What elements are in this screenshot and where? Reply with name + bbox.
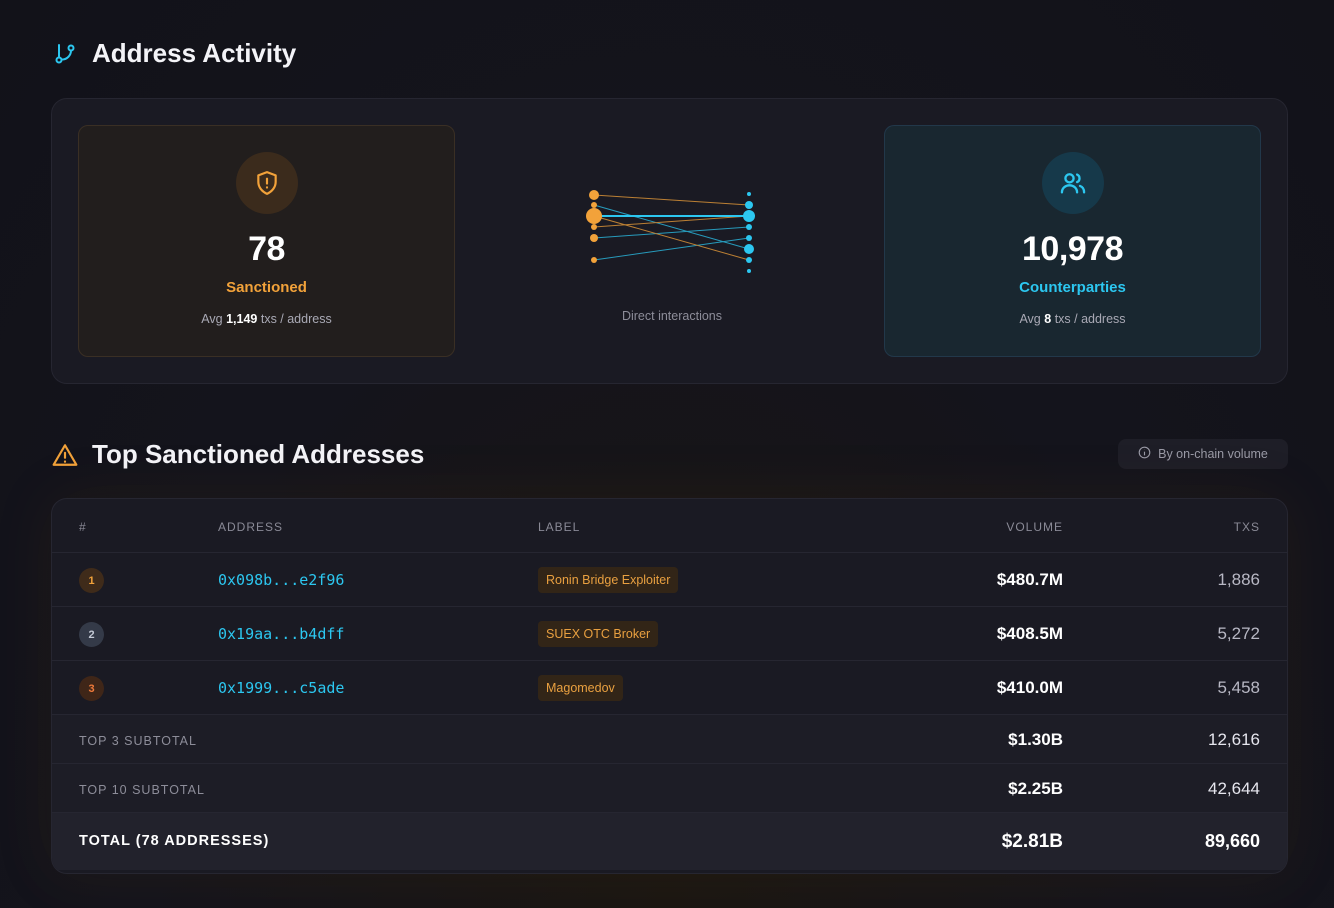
users-icon [1041,152,1104,214]
activity-panel: 78 Sanctioned Avg 1,149 txs / address [51,98,1288,384]
shield-alert-icon [235,152,298,214]
total-volume: $2.81B [1001,831,1063,852]
volume-value: $480.7M [996,570,1063,589]
counterparties-label: Counterparties [1019,279,1126,296]
subtotal-name: TOP 10 SUBTOTAL [79,783,205,797]
address-link[interactable]: 0x1999...c5ade [218,679,345,697]
top10-subtotal-row: TOP 10 SUBTOTAL $2.25B 42,644 [52,764,1287,813]
col-address: ADDRESS [218,520,284,534]
git-branch-icon [52,41,78,67]
label-tag: Ronin Bridge Exploiter [538,567,679,593]
sort-by-volume-chip[interactable]: By on-chain volume [1118,439,1288,469]
subtotal-name: TOP 3 SUBTOTAL [79,734,197,748]
address-activity-title: Address Activity [52,38,296,69]
table-row[interactable]: 1 0x098b...e2f96 Ronin Bridge Exploiter … [52,553,1287,607]
section-title-text: Top Sanctioned Addresses [92,439,425,469]
col-txs: TXS [1233,520,1260,534]
subtotal-txs: 12,616 [1208,730,1260,749]
col-label: LABEL [538,520,581,534]
warning-triangle-icon [52,442,78,468]
table-header: # ADDRESS LABEL VOLUME TXS [52,499,1287,553]
direct-interactions-graphic: Direct interactions [582,183,762,323]
info-icon [1138,446,1151,462]
sanctioned-table: # ADDRESS LABEL VOLUME TXS 1 0x098b...e2… [51,498,1288,874]
volume-value: $408.5M [996,624,1063,643]
top3-subtotal-row: TOP 3 SUBTOTAL $1.30B 12,616 [52,715,1287,764]
section-title-text: Address Activity [92,38,297,68]
address-link[interactable]: 0x19aa...b4dff [218,625,345,643]
rank-badge: 3 [79,676,104,701]
txs-value: 1,886 [1217,570,1260,589]
subtotal-txs: 42,644 [1208,779,1260,798]
table-row[interactable]: 3 0x1999...c5ade Magomedov $410.0M 5,458 [52,661,1287,715]
address-link[interactable]: 0x098b...e2f96 [218,571,345,589]
sanctioned-avg: Avg 1,149 txs / address [201,312,332,326]
sanctioned-label: Sanctioned [226,279,307,296]
total-txs: 89,660 [1204,831,1260,851]
volume-value: $410.0M [996,678,1063,697]
rank-badge: 1 [79,568,104,593]
total-row: TOTAL (78 ADDRESSES) $2.81B 89,660 [52,813,1287,870]
sanctioned-count: 78 [248,230,285,268]
interactions-caption: Direct interactions [621,309,723,323]
table-row[interactable]: 2 0x19aa...b4dff SUEX OTC Broker $408.5M… [52,607,1287,661]
txs-value: 5,458 [1217,678,1260,697]
total-name: TOTAL (78 ADDRESSES) [79,833,270,849]
top-sanctioned-title: Top Sanctioned Addresses [52,439,424,470]
interactions-network-icon [586,190,755,273]
subtotal-volume: $1.30B [1008,730,1063,749]
subtotal-volume: $2.25B [1008,779,1063,798]
rank-badge: 2 [79,622,104,647]
col-rank: # [79,520,87,534]
txs-value: 5,272 [1217,624,1260,643]
chip-label: By on-chain volume [1158,447,1268,461]
label-tag: SUEX OTC Broker [538,621,659,647]
sanctioned-card: 78 Sanctioned Avg 1,149 txs / address [78,125,455,357]
counterparties-count: 10,978 [1022,230,1124,268]
counterparties-card: 10,978 Counterparties Avg 8 txs / addres… [884,125,1261,357]
label-tag: Magomedov [538,675,623,701]
col-volume: VOLUME [1006,520,1063,534]
counterparties-avg: Avg 8 txs / address [1019,312,1126,326]
